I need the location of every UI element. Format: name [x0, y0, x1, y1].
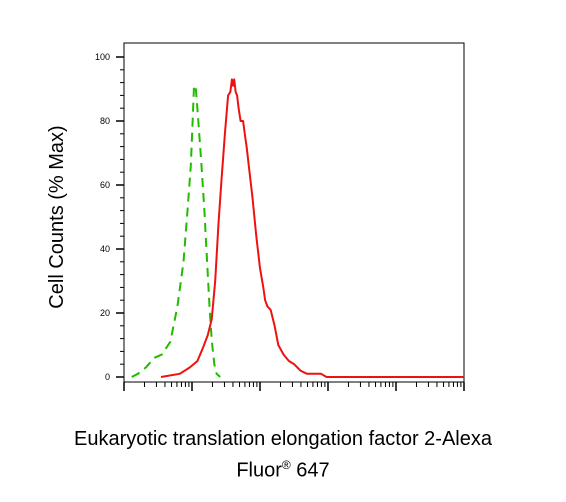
y-tick-label: 0 [105, 372, 110, 382]
registered-mark: ® [281, 458, 291, 472]
x-axis-label-line1: Eukaryotic translation elongation factor… [73, 428, 492, 450]
x-axis-label-line2: Fluor® 647 [0, 452, 566, 484]
histogram-chart: 0 20 40 60 80 100 Cell Counts (% Max) [46, 42, 465, 391]
sample-histogram-line [160, 78, 464, 378]
y-tick-label: 60 [100, 180, 110, 190]
x-axis-label-fluor: Fluor [236, 459, 282, 482]
y-tick-label: 20 [100, 308, 110, 318]
x-axis-label-647: 647 [290, 459, 330, 482]
y-tick-label: 80 [100, 116, 110, 126]
control-histogram-line [131, 84, 221, 378]
y-tick-label: 40 [100, 244, 110, 254]
plot-frame [123, 42, 465, 383]
y-tick-label: 100 [95, 52, 110, 62]
y-axis-label: Cell Counts (% Max) [46, 125, 68, 308]
